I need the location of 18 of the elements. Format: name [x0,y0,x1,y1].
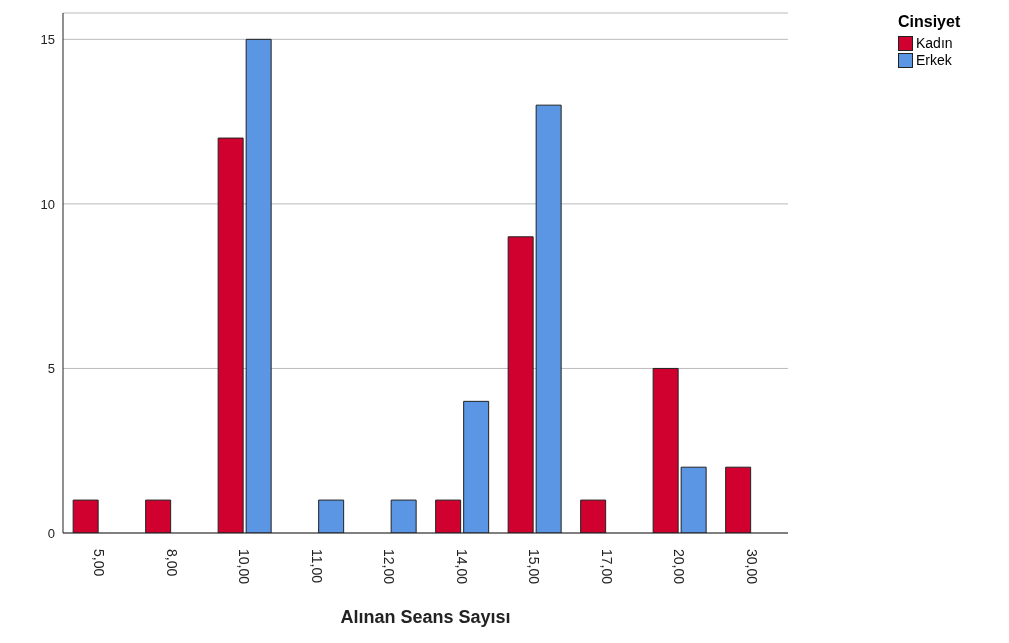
x-tick-label: 20,00 [671,549,688,585]
x-tick-label: 10,00 [236,549,253,585]
x-tick-label: 8,00 [163,549,180,577]
legend-label: Erkek [915,52,953,69]
y-tick-label: 5 [47,361,55,377]
x-tick-label: 14,00 [453,549,470,585]
y-tick-label: 10 [40,196,55,212]
legend-title: Cinsiyet [898,13,962,31]
x-tick-label: 15,00 [526,549,543,585]
x-axis-title: Alınan Seans Sayısı [340,607,511,627]
x-tick-label: 5,00 [91,549,108,577]
x-tick-label: 12,00 [381,549,398,585]
y-tick-label: 15 [40,31,55,47]
x-tick-label: 17,00 [598,549,615,585]
x-tick-label: 30,00 [743,549,760,585]
legend-label: Kadın [915,35,954,52]
y-tick-label: 0 [47,525,55,541]
x-tick-label: 11,00 [308,549,325,584]
